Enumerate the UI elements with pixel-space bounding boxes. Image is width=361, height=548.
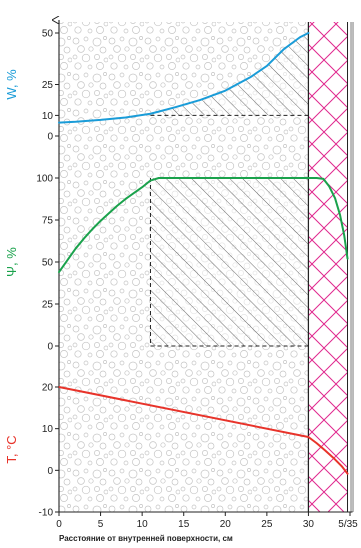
humidity-y-tick-label: 75 — [42, 216, 54, 227]
temperature-y-tick-label: 0 — [47, 466, 53, 477]
x-tick-label: 5 — [98, 519, 104, 530]
x-tick-label: 5/35 — [338, 519, 358, 530]
temperature-curve — [58, 386, 349, 475]
insulation-area — [308, 22, 348, 512]
x-tick-label: 30 — [303, 519, 315, 530]
x-tick-label: 10 — [137, 519, 149, 530]
wall-lines — [307, 22, 354, 512]
humidity-curve — [58, 177, 349, 274]
temperature-y-tick-label: 10 — [42, 424, 54, 435]
humidity-dashed-outline — [149, 178, 309, 347]
x-tick-label: 15 — [178, 519, 190, 530]
humidity-y-tick-label: 50 — [42, 258, 54, 269]
temperature-axis-title: T, °C — [4, 435, 19, 463]
humidity-axis-title: Ψ, % — [4, 247, 19, 277]
overlays — [149, 33, 309, 347]
humidity-y-tick-label: 25 — [42, 300, 54, 311]
moisture-axis-title: W, % — [4, 69, 19, 100]
moisture-y-tick-label: 0 — [47, 132, 53, 143]
x-tick-label: 25 — [261, 519, 273, 530]
humidity-hatched-region — [150, 178, 309, 346]
humidity-y-tick-label: 100 — [36, 174, 53, 185]
moisture-y-tick-label: 10 — [42, 111, 54, 122]
temperature-y-tick-label: -10 — [39, 508, 54, 519]
axis-titles: W, % Ψ, % T, °C Расстояние от внутренней по… — [4, 69, 233, 543]
moisture-y-tick-label: 50 — [42, 29, 54, 40]
temperature-y-tick-label: 20 — [42, 383, 54, 394]
curves — [58, 32, 349, 475]
moisture-curve — [58, 32, 310, 124]
moisture-hatched-region — [150, 33, 309, 116]
axes — [59, 20, 353, 513]
x-axis-title: Расстояние от внутренней поверхности, см — [59, 534, 233, 543]
humidity-y-tick-label: 0 — [47, 342, 53, 353]
x-tick-label: 0 — [56, 519, 62, 530]
x-tick-label: 20 — [220, 519, 232, 530]
moisture-y-tick-label: 25 — [42, 80, 54, 91]
